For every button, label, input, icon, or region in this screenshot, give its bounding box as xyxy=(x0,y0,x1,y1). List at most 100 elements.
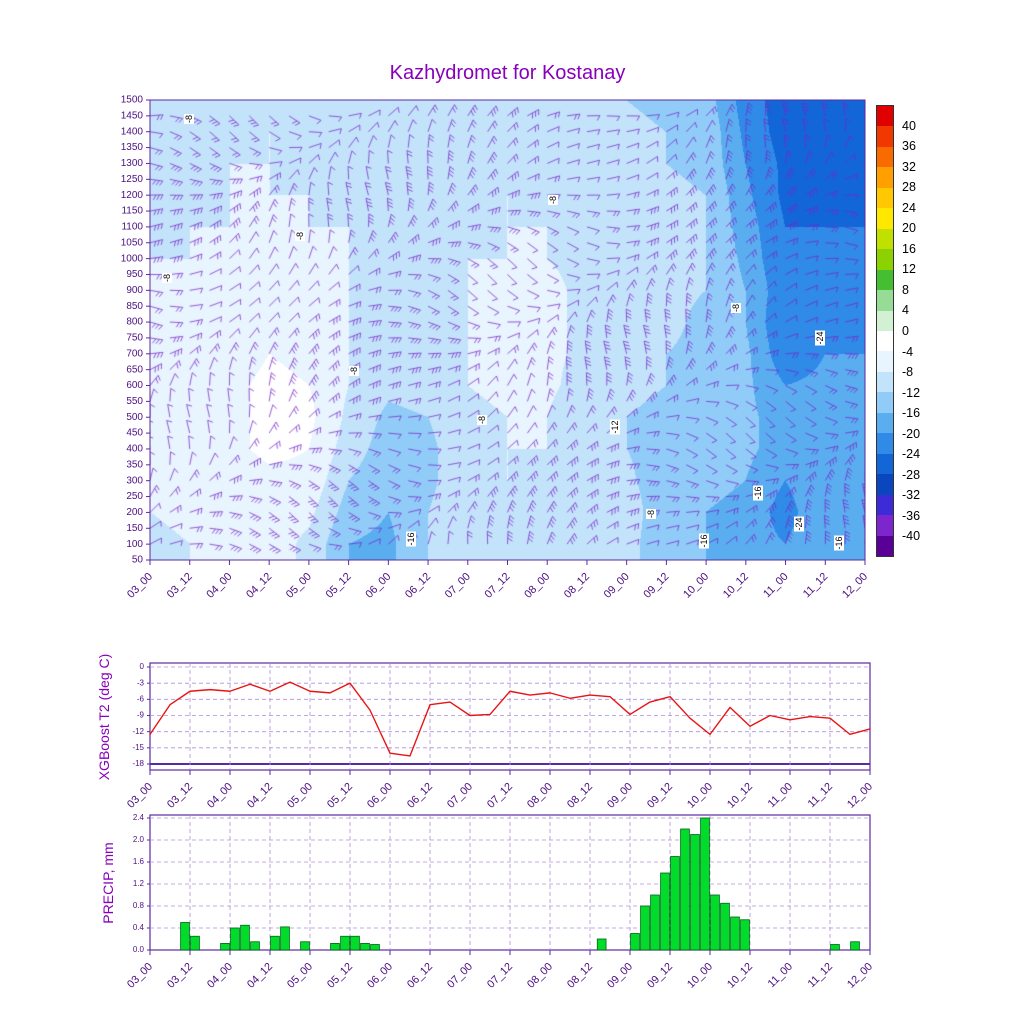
precip-bar xyxy=(830,944,840,951)
contour-value-label: -8 xyxy=(477,415,488,426)
colorbar-tick-label: 36 xyxy=(902,139,916,154)
precip-x-tick-label: 08_00 xyxy=(525,961,555,991)
colorbar-segment xyxy=(877,269,893,291)
precip-x-tick-label: 03_00 xyxy=(125,961,155,991)
t2-axis-label: XGBoost T2 (deg C) xyxy=(96,653,112,780)
precip-x-tick-label: 09_12 xyxy=(645,961,675,991)
contour-value-label: -16 xyxy=(699,533,710,549)
contour-y-tick-label: 50 xyxy=(132,555,144,566)
contour-y-tick-label: 700 xyxy=(126,348,143,359)
contour-y-tick-label: 150 xyxy=(126,523,143,534)
colorbar-segment xyxy=(877,494,893,516)
t2-y-tick-label: -12 xyxy=(132,727,144,736)
contour-value-label: -12 xyxy=(609,419,620,435)
contour-y-tick-label: 950 xyxy=(126,269,143,280)
colorbar-tick-label: -32 xyxy=(902,488,921,503)
contour-value-label: -16 xyxy=(405,531,416,547)
precip-x-tick-label: 06_12 xyxy=(405,961,435,991)
precip-bar xyxy=(340,935,350,951)
colorbar-segment xyxy=(877,106,893,127)
t2-x-tick-label: 12_00 xyxy=(845,781,875,811)
colorbar-segment xyxy=(877,228,893,250)
colorbar-segment xyxy=(877,167,893,188)
contour-y-tick-label: 1100 xyxy=(121,222,143,233)
contour-x-tick-label: 06_12 xyxy=(403,571,433,601)
contour-x-tick-label: 03_00 xyxy=(125,571,155,601)
contour-y-tick-label: 350 xyxy=(126,459,143,470)
t2-x-tick-label: 10_12 xyxy=(725,781,755,811)
contour-x-tick-label: 08_12 xyxy=(562,571,592,601)
precip-x-tick-label: 07_00 xyxy=(445,961,475,991)
colorbar-segment xyxy=(877,433,893,454)
precip-x-tick-label: 09_00 xyxy=(605,961,635,991)
contour-x-tick-label: 07_00 xyxy=(443,571,473,601)
precip-bar xyxy=(710,894,720,951)
contour-x-tick-label: 06_00 xyxy=(363,571,393,601)
precip-bar xyxy=(720,902,730,951)
precip-bar xyxy=(690,834,700,951)
precip-bar xyxy=(740,919,750,951)
colorbar-tick-label: -28 xyxy=(902,467,921,482)
contour-value-label: -8 xyxy=(731,302,742,313)
precip-x-tick-label: 12_00 xyxy=(845,961,875,991)
t2-y-tick-label: 0 xyxy=(140,662,145,671)
precip-bar xyxy=(660,872,670,951)
colorbar-segment xyxy=(877,330,893,352)
colorbar-tick-label: -12 xyxy=(902,385,921,400)
t2-x-tick-label: 07_00 xyxy=(445,781,475,811)
precip-x-tick-label: 03_12 xyxy=(165,961,195,991)
t2-x-tick-label: 05_12 xyxy=(325,781,355,811)
precip-bar xyxy=(350,935,360,951)
contour-x-tick-label: 12_00 xyxy=(840,571,870,601)
t2-y-tick-label: -15 xyxy=(132,743,144,752)
colorbar-segment xyxy=(877,515,893,536)
colorbar-tick-label: 20 xyxy=(902,221,916,236)
contour-y-tick-label: 1300 xyxy=(121,158,144,169)
colorbar-tick-label: -20 xyxy=(902,426,921,441)
colorbar-tick-label: 12 xyxy=(902,262,916,277)
precip-bar xyxy=(180,922,190,951)
contour-y-tick-label: 1450 xyxy=(121,111,144,122)
colorbar-segment xyxy=(877,146,893,168)
t2-y-tick-label: -3 xyxy=(137,678,145,687)
colorbar-segment xyxy=(877,249,893,270)
contour-x-tick-label: 03_12 xyxy=(165,571,195,601)
colorbar xyxy=(876,105,894,557)
t2-x-tick-label: 09_00 xyxy=(605,781,635,811)
colorbar-segment xyxy=(877,392,893,413)
contour-y-tick-label: 600 xyxy=(126,380,143,391)
contour-y-tick-label: 100 xyxy=(126,539,143,550)
precip-bar xyxy=(370,944,380,951)
t2-x-tick-label: 10_00 xyxy=(685,781,715,811)
contour-value-label: -8 xyxy=(547,194,558,205)
t2-x-tick-label: 03_00 xyxy=(125,781,155,811)
contour-x-tick-label: 09_00 xyxy=(602,571,632,601)
colorbar-tick-label: 32 xyxy=(902,159,916,174)
precip-bar xyxy=(300,941,310,951)
precip-bar xyxy=(280,926,290,951)
precip-x-tick-label: 11_12 xyxy=(806,961,836,991)
contour-y-tick-label: 1200 xyxy=(121,190,144,201)
precip-y-tick-label: 2.4 xyxy=(133,813,145,822)
contour-x-tick-label: 11_00 xyxy=(761,571,791,601)
contour-y-tick-label: 1250 xyxy=(121,174,144,185)
contour-y-tick-label: 1350 xyxy=(121,142,144,153)
contour-x-tick-label: 09_12 xyxy=(641,571,671,601)
colorbar-tick-label: 40 xyxy=(902,118,916,133)
colorbar-tick-label: 0 xyxy=(902,324,909,338)
precip-bar xyxy=(220,943,230,951)
contour-x-tick-label: 10_12 xyxy=(721,571,751,601)
precip-bar xyxy=(230,927,240,951)
t2-y-tick-label: -6 xyxy=(137,694,145,703)
colorbar-segment xyxy=(877,310,893,331)
precip-x-tick-label: 10_12 xyxy=(725,961,755,991)
colorbar-tick-label: -4 xyxy=(902,344,914,359)
colorbar-segment xyxy=(877,535,893,556)
t2-x-tick-label: 11_12 xyxy=(806,781,836,811)
precip-y-tick-label: 0.0 xyxy=(133,945,145,954)
colorbar-tick-label: 8 xyxy=(902,282,909,297)
t2-x-tick-label: 06_12 xyxy=(405,781,435,811)
contour-y-tick-label: 750 xyxy=(126,333,143,344)
chart-title: Kazhydromet for Kostanay xyxy=(389,62,626,84)
